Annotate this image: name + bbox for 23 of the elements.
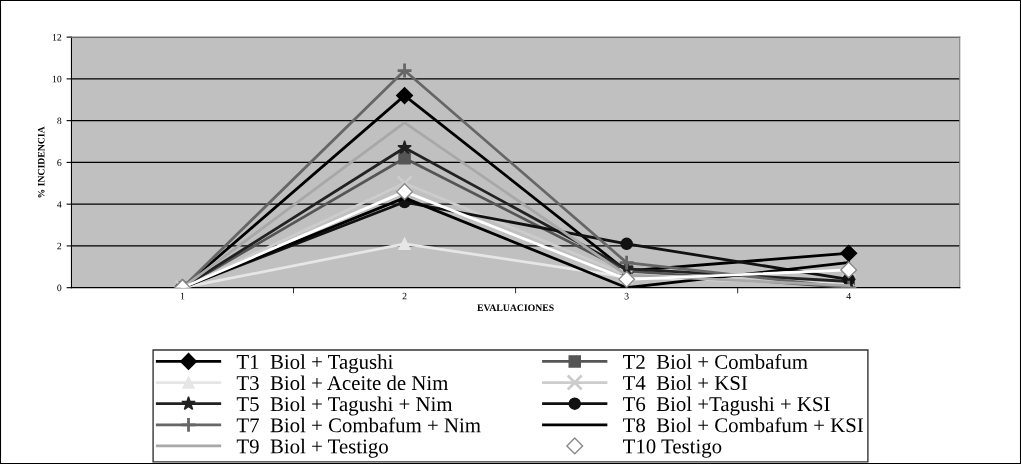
legend-label: T6 Biol +Tagushi + KSI (623, 396, 830, 416)
legend-label: T3 Biol + Aceite de Nim (236, 375, 449, 391)
x-tick-label: 2 (402, 292, 407, 300)
y-tick-label: 6 (57, 159, 62, 166)
legend-label: T4 Biol + KSI (623, 375, 748, 391)
x-tick-label: 3 (624, 292, 629, 300)
legend-label: T9 Biol + Testigo (236, 438, 388, 458)
legend-label: T10 Testigo (623, 439, 722, 458)
legend-label: T8 Biol + Combafum + KSI (623, 417, 864, 433)
legend-label: T5 Biol + Tagushi + Nim (236, 396, 453, 416)
legend-label: T1 Biol + Tagushi (236, 354, 393, 374)
legend-label: T7 Biol + Combafum + Nim (236, 417, 481, 433)
x-tick-label: 1 (180, 292, 185, 300)
y-tick-label: 12 (52, 34, 62, 41)
y-tick-label: 4 (57, 201, 62, 208)
y-tick-label: 0 (57, 284, 62, 292)
y-tick-label: 2 (57, 242, 62, 250)
x-tick-label: 4 (846, 292, 851, 300)
y-tick-label: 10 (52, 75, 62, 83)
x-axis-title: EVALUACIONES (477, 304, 554, 312)
legend-label: T2 Biol + Combafum (623, 354, 808, 369)
y-axis-title: % INCIDENCIA (37, 126, 45, 198)
y-tick-label: 8 (57, 117, 62, 125)
